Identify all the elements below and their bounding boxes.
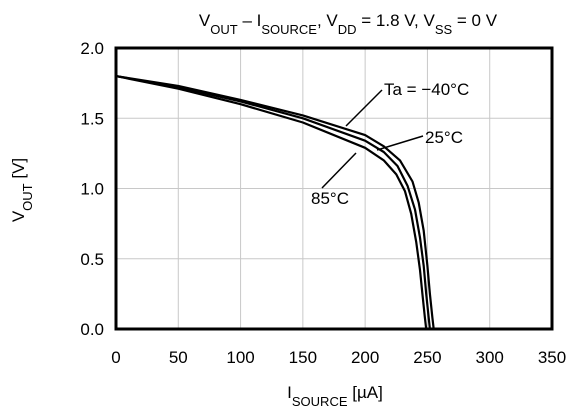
annotation-label: Ta = −40°C — [384, 80, 469, 99]
y-tick-label: 0.0 — [80, 320, 104, 339]
tick-labels: 0 50 100 150 200 250 300 350 0.0 0.5 1.0 1.5 2.0 — [80, 39, 566, 367]
annotation-leader — [376, 135, 424, 151]
x-tick-label: 0 — [111, 348, 120, 367]
annotation-label: 85°C — [311, 189, 349, 208]
series-line-1 — [115, 75, 431, 330]
x-axis-label: ISOURCE [µA] — [287, 383, 383, 409]
plot-frame — [114, 46, 554, 331]
y-tick-label: 0.5 — [80, 250, 104, 269]
y-tick-label: 1.5 — [80, 109, 104, 128]
annotation-label: 25°C — [425, 128, 463, 147]
grid — [116, 48, 552, 329]
y-tick-label: 2.0 — [80, 39, 104, 58]
x-tick-label: 100 — [226, 348, 254, 367]
y-axis-label: VOUT [V] — [9, 158, 35, 222]
y-tick-label: 1.0 — [80, 180, 104, 199]
series-line-0 — [115, 75, 435, 330]
x-tick-label: 250 — [413, 348, 441, 367]
chart-title: VOUT – ISOURCE, VDD = 1.8 V, VSS = 0 V — [199, 11, 498, 37]
x-tick-label: 350 — [538, 348, 566, 367]
annotations: Ta = −40°C 25°C 85°C — [311, 80, 469, 208]
x-tick-label: 50 — [169, 348, 188, 367]
x-tick-label: 300 — [476, 348, 504, 367]
series-line-2 — [115, 75, 428, 330]
annotation-leader — [321, 152, 357, 189]
x-tick-label: 150 — [289, 348, 317, 367]
annotation-leader — [345, 89, 383, 127]
x-tick-label: 200 — [351, 348, 379, 367]
series-lines — [115, 75, 435, 330]
